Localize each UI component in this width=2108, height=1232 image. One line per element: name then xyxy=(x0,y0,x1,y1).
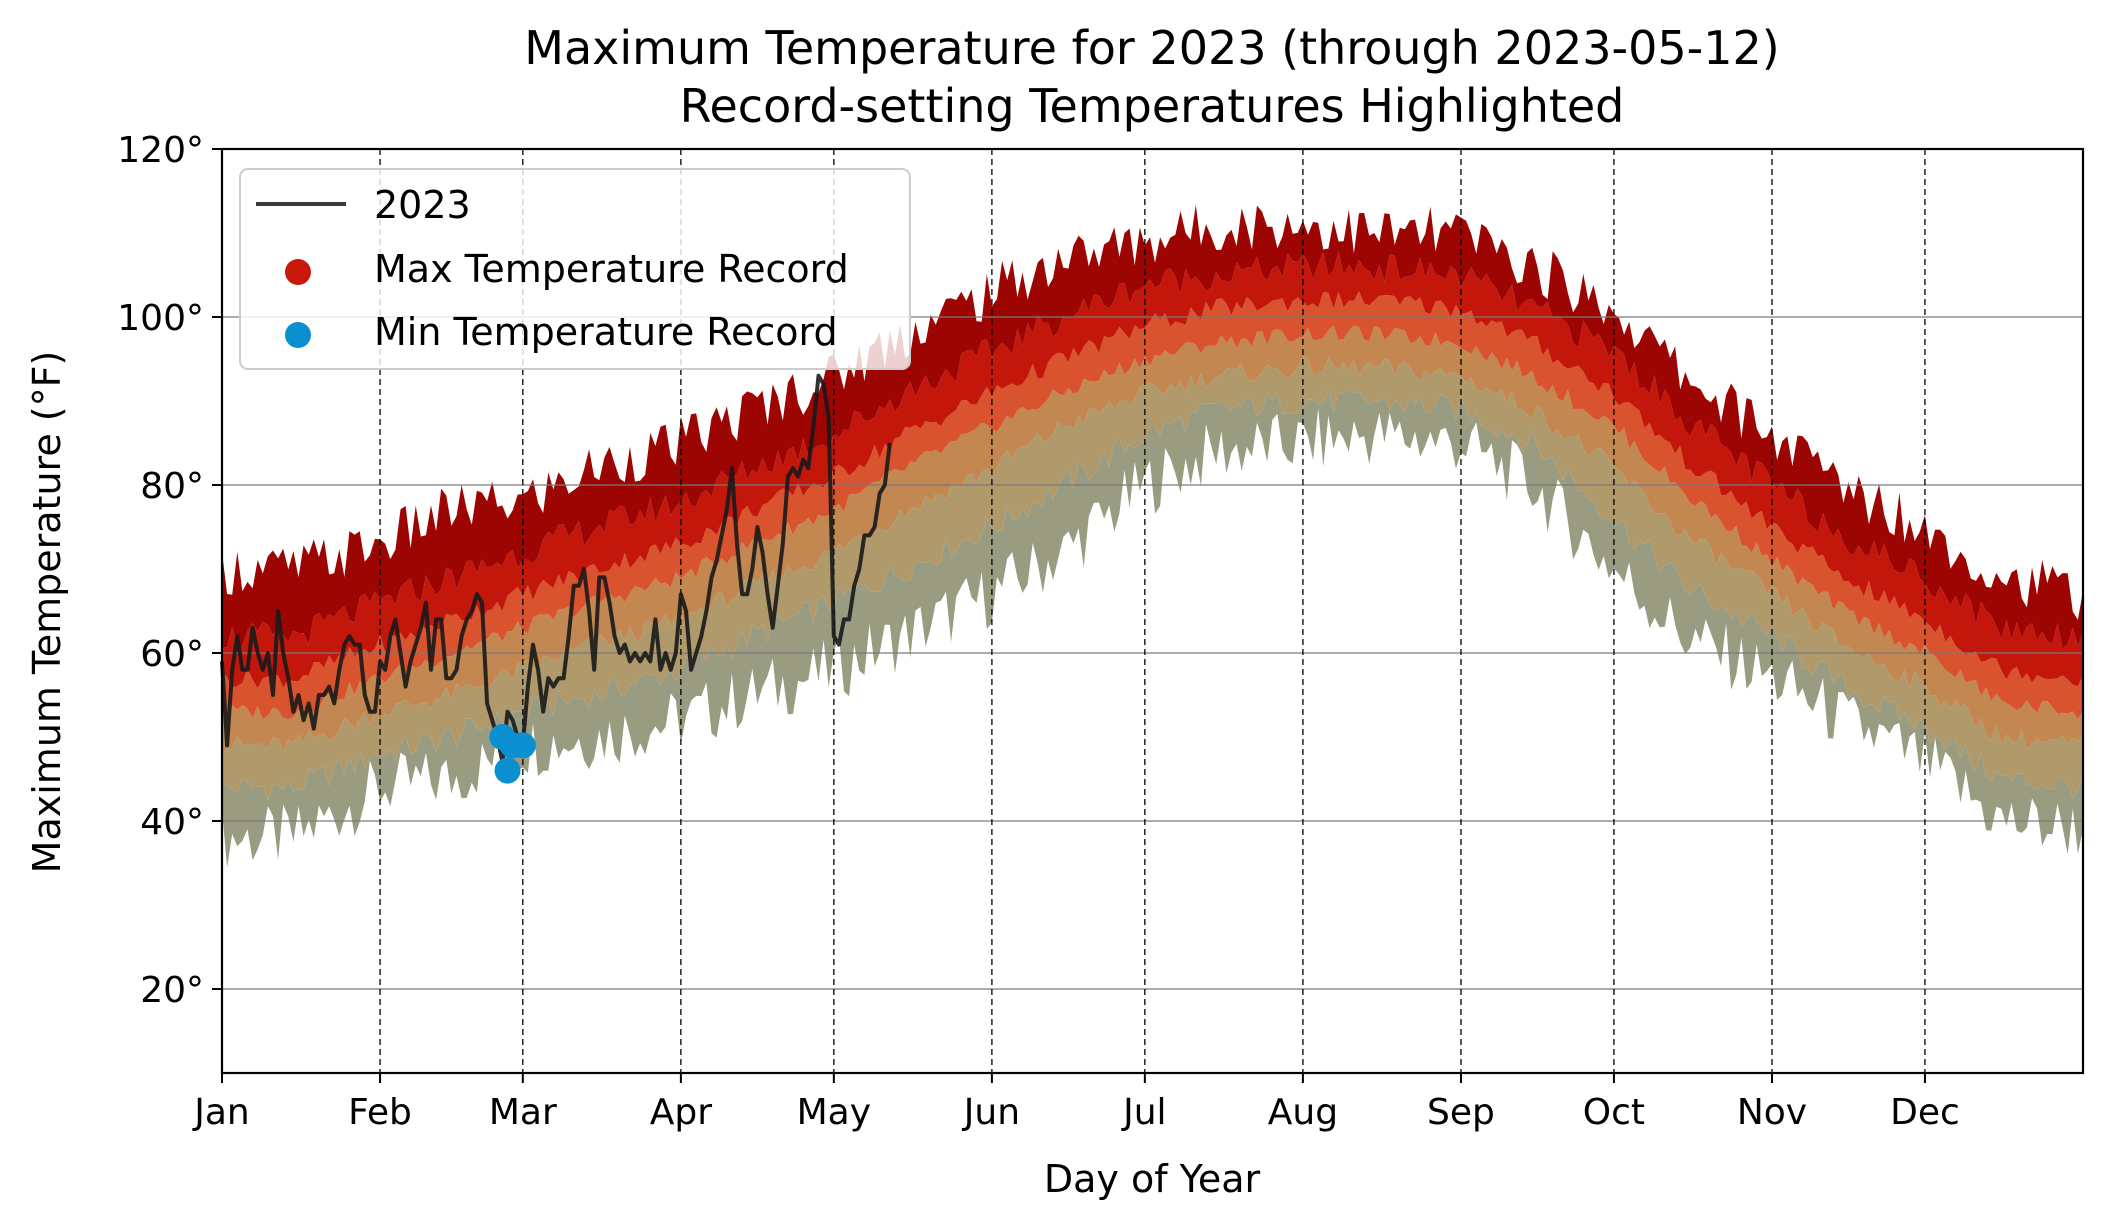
y-tick-label: 80° xyxy=(140,466,204,507)
legend-marker-max-record xyxy=(285,259,311,285)
x-tick-label-jan: Jan xyxy=(192,1092,250,1133)
band-low-to-p10 xyxy=(222,388,2083,868)
climatology-bands xyxy=(222,204,2083,868)
y-tick-label: 120° xyxy=(117,130,204,171)
band-p70-to-p90 xyxy=(222,251,2083,689)
band-p10-to-p30 xyxy=(222,357,2083,801)
series-2023-line xyxy=(220,373,892,765)
axes: 20° 40° 60° 80° 100° 120° Jan Feb Mar Apr May Jun Ju… xyxy=(117,130,2085,1133)
series-2023-layer xyxy=(220,373,892,765)
x-tick-label-nov: Nov xyxy=(1737,1092,1807,1133)
axes-frame xyxy=(220,147,2085,1075)
x-tick-label-apr: Apr xyxy=(650,1092,712,1133)
y-tick-label: 100° xyxy=(117,298,204,339)
legend-marker-min-record xyxy=(285,322,311,348)
band-p50-to-p70 xyxy=(222,291,2083,720)
band-p30-to-p50 xyxy=(222,325,2083,754)
chart-title: Maximum Temperature for 2023 (through 20… xyxy=(524,21,1779,75)
x-axis-label: Day of Year xyxy=(1044,1157,1261,1201)
legend-label-max-record: Max Temperature Record xyxy=(374,247,849,291)
min-record-point xyxy=(509,732,536,759)
record-markers xyxy=(489,724,536,784)
x-tick-label-may: May xyxy=(797,1092,871,1133)
x-tick-label-feb: Feb xyxy=(348,1092,412,1133)
y-tick-label: 60° xyxy=(140,634,204,675)
x-tick-label-mar: Mar xyxy=(489,1092,557,1133)
y-tick-label: 40° xyxy=(140,802,204,843)
y-axis-label: Maximum Temperature (°F) xyxy=(25,351,69,874)
x-tick-label-aug: Aug xyxy=(1268,1092,1338,1133)
x-tick-label-sep: Sep xyxy=(1427,1092,1495,1133)
min-record-point xyxy=(494,757,521,784)
legend: 2023 Max Temperature Record Min Temperat… xyxy=(239,168,911,370)
x-tick-label-dec: Dec xyxy=(1890,1092,1960,1133)
x-tick-label-jun: Jun xyxy=(962,1092,1020,1133)
chart-subtitle: Record-setting Temperatures Highlighted xyxy=(680,79,1625,133)
x-tick-label-oct: Oct xyxy=(1583,1092,1645,1133)
x-tick-label-jul: Jul xyxy=(1121,1092,1166,1133)
legend-frame xyxy=(239,168,911,370)
legend-label-2023: 2023 xyxy=(374,183,471,227)
y-tick-label: 20° xyxy=(140,970,204,1011)
legend-label-min-record: Min Temperature Record xyxy=(374,310,838,354)
